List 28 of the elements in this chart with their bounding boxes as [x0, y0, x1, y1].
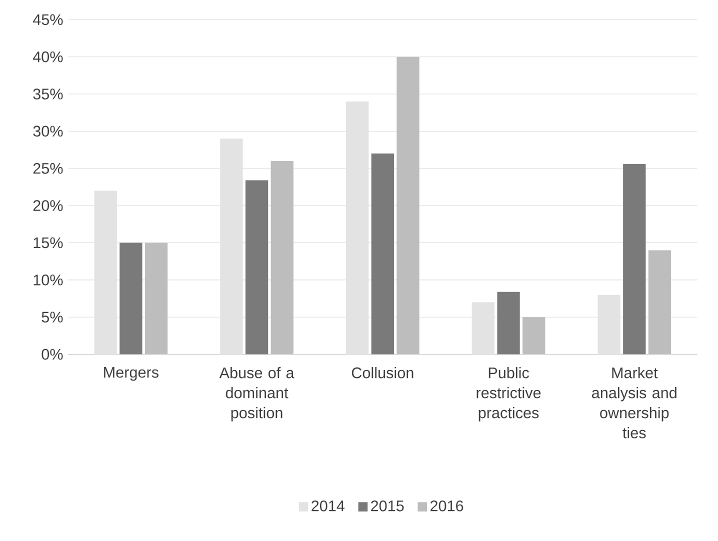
bar [120, 242, 142, 354]
y-tick-label: 40% [32, 51, 63, 62]
y-tick-label: 5% [42, 312, 63, 323]
y-tick-label: 30% [33, 126, 63, 137]
legend-label: 2014 [312, 500, 344, 512]
bar [371, 154, 394, 354]
bar [648, 250, 672, 354]
x-tick-label: Public restrictive practices [476, 367, 541, 422]
x-tick-label: Mergers [104, 367, 158, 381]
bar [522, 317, 546, 354]
bar [497, 292, 520, 354]
y-tick-label: 20% [33, 200, 63, 212]
y-tick-label: 0% [42, 348, 63, 360]
y-tick-label: 10% [34, 274, 63, 286]
x-tick-label: Market analysis and ownership ties [592, 367, 676, 438]
y-tick-label: 15% [34, 237, 63, 248]
y-tick-label: 45% [32, 14, 63, 26]
x-tick-label: Abuse of a dominant position [219, 367, 294, 422]
bar [396, 56, 420, 354]
bar [623, 164, 646, 354]
bar [245, 180, 268, 354]
legend-label: 2016 [430, 500, 464, 512]
x-tick-label: Collusion [352, 367, 414, 378]
y-tick-label: 25% [33, 162, 63, 174]
bar [144, 242, 168, 354]
y-tick-label: 35% [33, 88, 63, 100]
bar [270, 160, 294, 354]
legend-label: 2015 [371, 500, 404, 512]
